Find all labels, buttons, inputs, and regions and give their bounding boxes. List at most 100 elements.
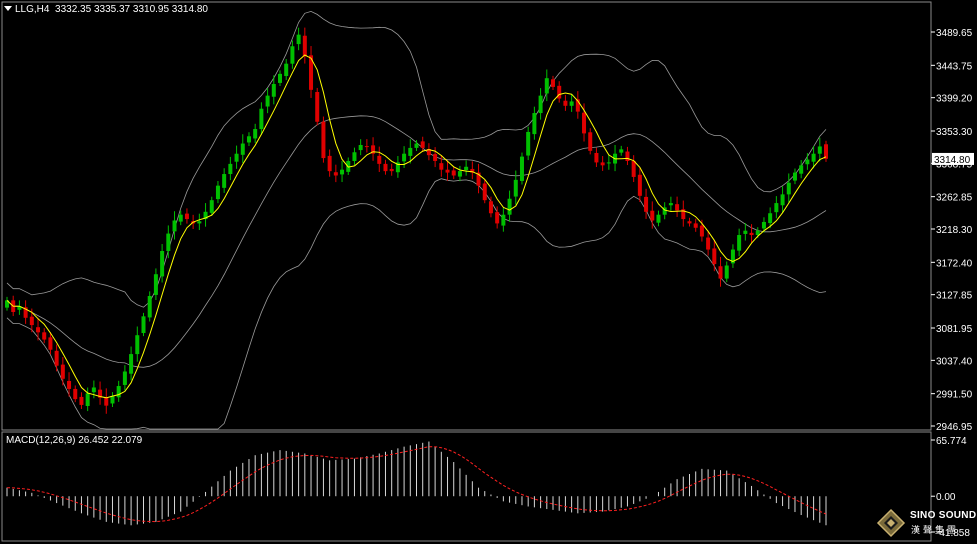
price-tick-label: 2946.95: [936, 422, 973, 433]
candle-body: [464, 166, 469, 171]
candle-body: [600, 162, 605, 166]
price-tick-label: 3443.75: [936, 61, 973, 72]
candle-body: [774, 203, 779, 213]
price-tick-label: 3172.40: [936, 258, 973, 269]
candle-body: [426, 148, 431, 156]
candle-body: [817, 146, 822, 154]
candle-body: [588, 132, 593, 151]
candle-body: [5, 300, 9, 308]
logo-text-english: SINO SOUND: [910, 510, 977, 521]
macd-tick-label: -41.858: [936, 528, 970, 539]
candle-body: [389, 168, 394, 172]
price-tick-label: 3489.65: [936, 28, 973, 39]
candle-body: [582, 112, 587, 134]
candle-body: [184, 213, 189, 220]
macd-tick-label: 65.774: [936, 436, 967, 447]
current-price-box: [932, 152, 974, 165]
candle-body: [470, 168, 475, 173]
candle-body: [551, 79, 555, 87]
candle-body: [42, 332, 47, 340]
candle-body: [79, 396, 84, 405]
candle-body: [544, 78, 549, 94]
candle-body: [538, 95, 543, 114]
candle-body: [296, 34, 301, 45]
candle-body: [290, 46, 295, 64]
candle-body: [792, 172, 797, 181]
current-price-tag: 3314.80: [932, 152, 974, 166]
logo-text-chinese: 漢聲集團: [911, 525, 960, 535]
candlestick-series: [5, 27, 828, 414]
candle-body: [675, 204, 680, 211]
candle-body: [54, 350, 59, 366]
price-tick-label: 3037.40: [936, 356, 973, 367]
diamond-logo-icon: [876, 508, 906, 538]
bollinger-upper-line: [6, 10, 827, 308]
candle-body: [730, 249, 735, 264]
candle-body: [743, 230, 748, 234]
candle-body: [637, 174, 642, 196]
candle-body: [445, 169, 450, 173]
candle-body: [284, 63, 289, 77]
candle-body: [265, 95, 270, 107]
candle-body: [364, 146, 369, 148]
candle-body: [209, 200, 214, 213]
candle-body: [563, 100, 568, 106]
candle-body: [73, 388, 78, 400]
candle-body: [340, 169, 345, 175]
candle-body: [755, 230, 760, 236]
candle-body: [519, 156, 524, 181]
candle-body: [23, 307, 28, 318]
candle-body: [749, 232, 754, 236]
candle-body: [625, 151, 630, 161]
candle-body: [805, 159, 810, 165]
candle-body: [271, 84, 276, 97]
candle-body: [178, 214, 183, 222]
candle-body: [147, 296, 152, 318]
candle-body: [402, 153, 407, 162]
price-tick-label: 3081.95: [936, 324, 973, 335]
candle-body: [439, 163, 444, 170]
price-tick-label: 3218.30: [936, 225, 973, 236]
candle-body: [333, 172, 338, 176]
candle-body: [98, 389, 103, 398]
price-tick-label: 3353.30: [936, 127, 973, 138]
candle-body: [451, 170, 456, 176]
candle-body: [253, 129, 258, 139]
candle-body: [383, 163, 388, 172]
current-price-label: 3314.80: [934, 155, 971, 166]
candle-body: [606, 162, 611, 164]
candle-body: [228, 163, 233, 175]
candle-body: [513, 179, 518, 197]
dropdown-triangle-icon[interactable]: [4, 6, 12, 11]
candle-body: [234, 153, 239, 162]
price-tick-label: 2991.50: [936, 390, 973, 401]
candle-body: [575, 99, 580, 112]
candle-body: [495, 212, 500, 224]
candle-body: [768, 213, 773, 224]
candle-body: [526, 131, 531, 156]
price-tick-label: 3262.85: [936, 193, 973, 204]
candle-body: [327, 155, 332, 172]
candle-body: [619, 149, 624, 153]
candle-body: [302, 35, 307, 57]
candle-body: [91, 387, 96, 393]
candle-body: [761, 221, 766, 229]
candle-body: [153, 274, 158, 295]
candle-body: [786, 182, 791, 195]
candle-body: [110, 396, 115, 404]
candle-body: [377, 155, 382, 164]
candle-body: [414, 143, 419, 148]
candle-body: [724, 265, 729, 279]
candle-body: [60, 364, 65, 379]
macd-header: MACD(12,26,9) 26.452 22.079: [6, 435, 143, 446]
candle-body: [824, 144, 828, 159]
candle-body: [693, 223, 698, 228]
yellow-ma-line: [6, 54, 827, 399]
bollinger-middle-line: [6, 115, 827, 368]
candle-body: [718, 266, 723, 279]
candle-body: [737, 235, 742, 251]
candle-body: [17, 306, 22, 310]
candle-body: [222, 174, 227, 188]
candle-body: [408, 147, 413, 156]
